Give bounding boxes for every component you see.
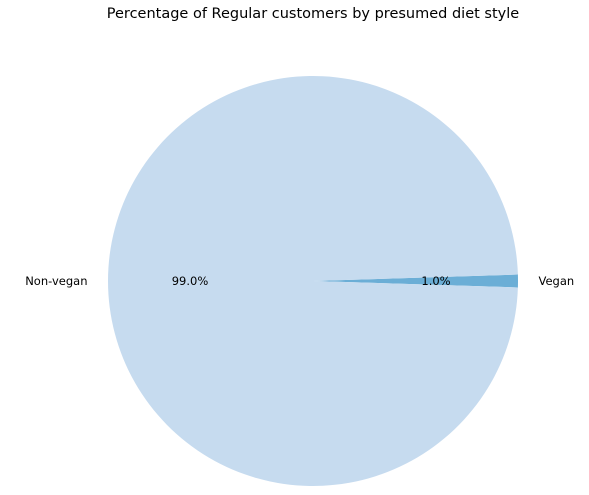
- pie-slice-vegan: [313, 274, 518, 288]
- slice-label-vegan: Vegan: [539, 274, 575, 288]
- pct-label-vegan: 1.0%: [421, 274, 450, 288]
- pie-slice-non-vegan: [108, 75, 518, 486]
- chart-title: Percentage of Regular customers by presu…: [107, 6, 519, 22]
- pct-label-non-vegan: 99.0%: [172, 274, 209, 288]
- pie-labels: Vegan 1.0% Non-vegan 99.0%: [25, 274, 574, 288]
- pie-slices: [108, 75, 518, 486]
- slice-label-non-vegan: Non-vegan: [25, 274, 87, 288]
